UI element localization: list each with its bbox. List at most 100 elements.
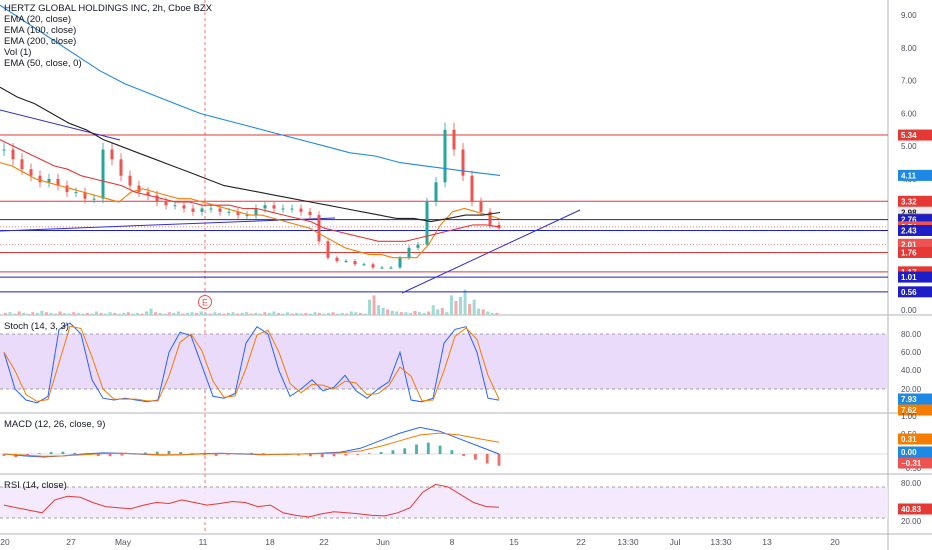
stoch-label-bg bbox=[898, 393, 932, 405]
macd-legend[interactable]: MACD (12, 26, close, 9) bbox=[4, 419, 106, 430]
volume-bar bbox=[22, 312, 26, 315]
candle-body bbox=[182, 205, 186, 209]
time-tick: 11 bbox=[199, 537, 208, 547]
support-resistance-lines[interactable] bbox=[0, 134, 888, 293]
candle-body bbox=[335, 257, 339, 261]
volume-bar bbox=[208, 313, 212, 315]
volume-bar bbox=[349, 311, 353, 315]
volume-bar bbox=[249, 313, 253, 315]
candle-body bbox=[164, 201, 168, 206]
volume-bar bbox=[90, 313, 94, 315]
volume-bar bbox=[126, 312, 130, 315]
stoch-band bbox=[0, 334, 888, 389]
volume-bar bbox=[4, 312, 7, 315]
candle-body bbox=[416, 244, 420, 248]
stoch-label-bg bbox=[898, 404, 932, 416]
volume-bar bbox=[163, 313, 167, 315]
volume-bar bbox=[336, 313, 340, 315]
candle-body bbox=[236, 211, 240, 216]
volume-bar bbox=[377, 305, 381, 315]
volume-bar bbox=[322, 313, 326, 315]
volume-bar bbox=[254, 312, 258, 315]
candle-body bbox=[434, 182, 438, 202]
volume-bar bbox=[54, 313, 58, 315]
ema-line bbox=[0, 4, 501, 176]
volume-bar bbox=[172, 312, 176, 315]
macd-histogram-bar bbox=[108, 454, 112, 457]
volume-bar bbox=[399, 312, 403, 315]
volume-bar bbox=[122, 312, 126, 315]
volume-bar bbox=[495, 312, 499, 315]
price-tick: 9.00 bbox=[901, 11, 917, 20]
macd-histogram-bar bbox=[191, 453, 194, 455]
volume-bar bbox=[290, 313, 294, 315]
price-label-bg bbox=[898, 195, 932, 207]
volume-bar bbox=[195, 312, 199, 315]
volume-bar bbox=[222, 313, 226, 315]
candle-body bbox=[299, 208, 303, 212]
candle-body bbox=[290, 208, 294, 210]
legend-title[interactable]: HERTZ GLOBAL HOLDINGS INC, 2h, Cboe BZX bbox=[4, 3, 213, 14]
volume-bar bbox=[345, 313, 349, 315]
price-label-bg bbox=[898, 271, 932, 283]
volume-bar bbox=[304, 312, 308, 315]
macd-histogram-bar bbox=[144, 452, 147, 454]
time-tick: 22 bbox=[576, 537, 586, 547]
volume-bar bbox=[85, 312, 89, 315]
rsi-tick: 20.00 bbox=[901, 517, 922, 526]
candle-body bbox=[488, 211, 492, 225]
volume-bar bbox=[44, 312, 48, 315]
candle-body bbox=[380, 267, 384, 269]
earnings-marker[interactable]: E bbox=[198, 295, 212, 309]
candle-body bbox=[92, 198, 96, 200]
macd-histogram-bar bbox=[49, 452, 53, 454]
legend-volume[interactable]: Vol (1) bbox=[4, 47, 32, 58]
volume-bar bbox=[317, 312, 321, 315]
volume-bar bbox=[454, 301, 458, 315]
legend-ema200[interactable]: EMA (200, close) bbox=[4, 36, 77, 47]
candle-body bbox=[308, 211, 312, 216]
macd-histogram-bar bbox=[26, 454, 29, 456]
legend-ema100[interactable]: EMA (100, close) bbox=[4, 25, 77, 36]
macd-histogram-bar bbox=[309, 454, 312, 457]
candle-body bbox=[371, 264, 375, 268]
rsi-legend[interactable]: RSI (14, close) bbox=[4, 480, 67, 491]
candle-body bbox=[479, 201, 483, 212]
downtrend-line-upper bbox=[0, 109, 121, 141]
macd-histogram-bar bbox=[485, 454, 489, 464]
volume-bar bbox=[408, 312, 412, 315]
price-label-bg bbox=[898, 214, 932, 226]
macd-histogram-bar bbox=[250, 452, 253, 454]
price-axis[interactable]: 9.008.007.006.005.004.003.002.001.000.00… bbox=[898, 11, 932, 526]
volume-bar bbox=[445, 312, 449, 315]
legend-ema50[interactable]: EMA (50, close, 0) bbox=[4, 58, 82, 69]
volume-bar bbox=[404, 312, 408, 315]
legend-ema20[interactable]: EMA (20, close) bbox=[4, 14, 72, 25]
volume-bar bbox=[313, 312, 317, 315]
candle-body bbox=[317, 215, 321, 242]
macd-label-bg bbox=[898, 457, 932, 469]
candle-body bbox=[209, 208, 213, 210]
macd-histogram-bar bbox=[73, 452, 77, 454]
candle-body bbox=[146, 192, 150, 196]
volume-bar bbox=[431, 305, 435, 315]
candle-body bbox=[65, 185, 69, 193]
volume-bar bbox=[186, 312, 189, 315]
stoch-legend[interactable]: Stoch (14, 3, 3) bbox=[4, 321, 69, 332]
time-tick: 13 bbox=[762, 537, 772, 547]
volume-bar bbox=[354, 312, 358, 315]
time-tick: 13:30 bbox=[617, 537, 639, 547]
candle-body bbox=[173, 205, 177, 207]
volume-bar bbox=[390, 310, 394, 315]
volume-bar bbox=[31, 312, 35, 315]
macd-histogram-bar bbox=[426, 442, 430, 454]
price-tick: 7.00 bbox=[901, 77, 917, 86]
candle-body bbox=[101, 149, 105, 199]
volume-bar bbox=[422, 312, 426, 315]
time-axis[interactable]: 20 27 May 11 18 22 Jun 8 15 22 13:30 Jul 13:30 13 20 bbox=[0, 537, 840, 547]
volume-bar bbox=[440, 308, 444, 315]
candle-body bbox=[263, 205, 267, 209]
macd-histogram-bar bbox=[462, 454, 466, 456]
candle-body bbox=[83, 192, 87, 199]
